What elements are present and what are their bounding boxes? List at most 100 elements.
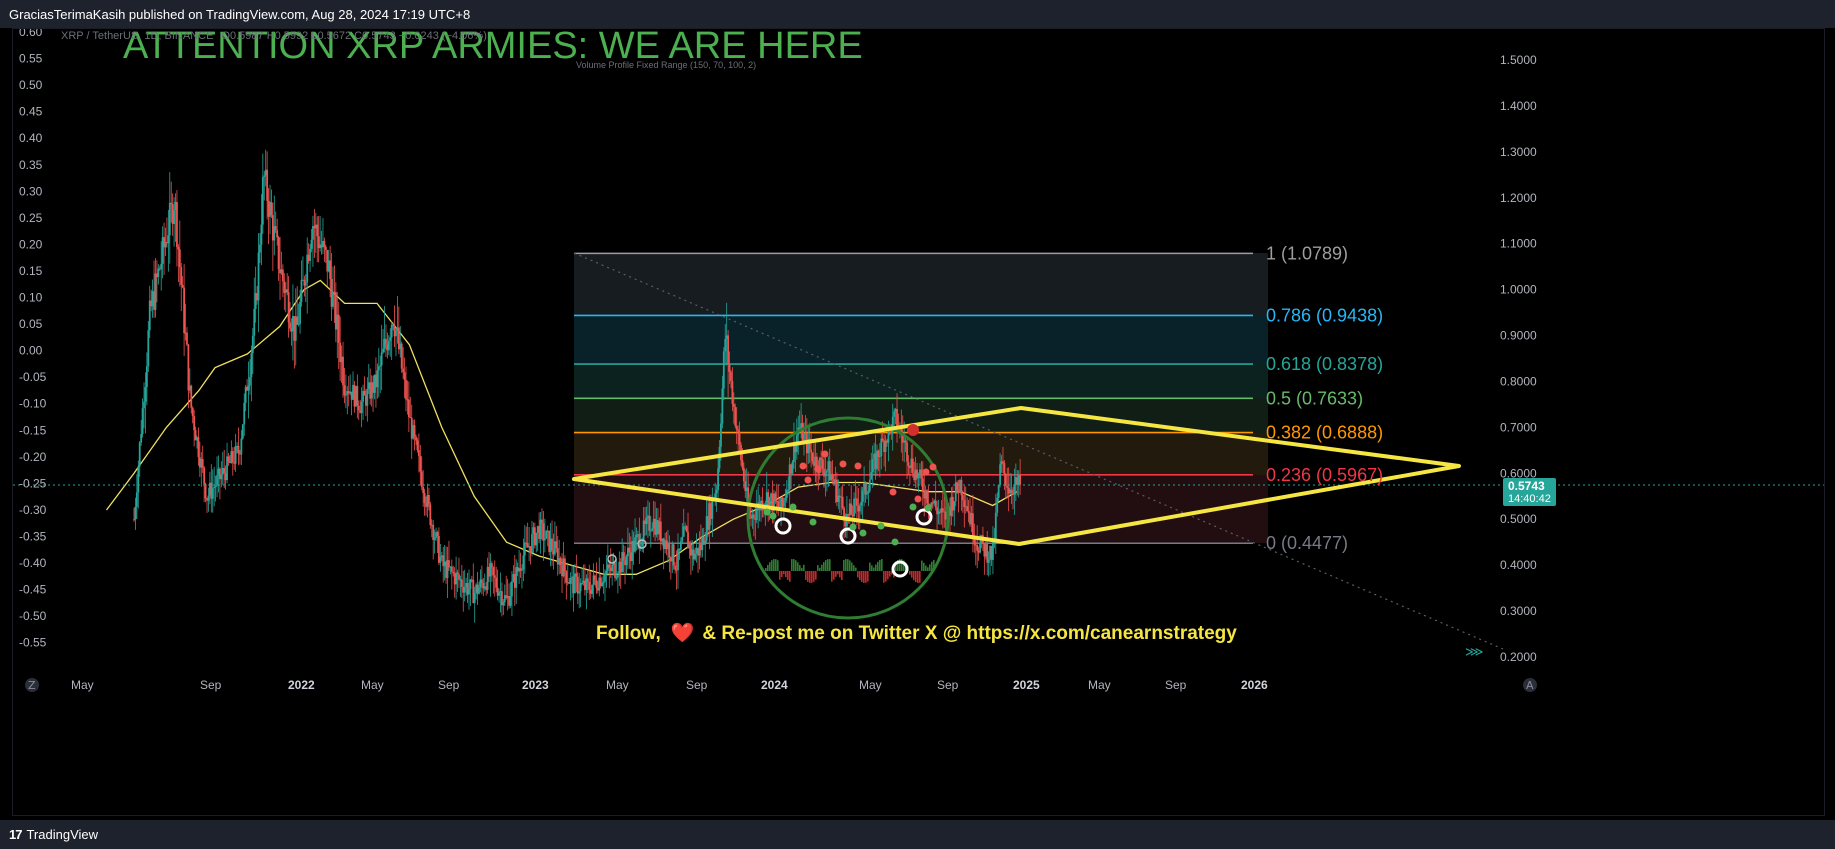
candle-body [337, 314, 340, 343]
time-axis-tick: 2022 [288, 678, 315, 692]
candle-body [231, 451, 234, 463]
time-axis-tick: Sep [686, 678, 708, 692]
candle-body [402, 368, 405, 373]
candle-body [304, 282, 307, 286]
right-axis-tick: 0.9000 [1500, 329, 1537, 343]
candle-body [184, 332, 187, 334]
left-axis-tick: 0.45 [19, 105, 43, 119]
time-axis-tick: Sep [200, 678, 222, 692]
candle-body [569, 577, 572, 584]
volume-bar [831, 571, 833, 582]
candle-body [485, 586, 488, 591]
candle-body [423, 493, 426, 503]
time-axis-tick: 2026 [1241, 678, 1268, 692]
candle-body [194, 430, 197, 441]
candle-body [854, 498, 857, 500]
white-marker [915, 508, 933, 526]
candle-body [213, 486, 216, 489]
chart-area[interactable]: 1 (1.0789) 0.786 (0.9438) 0.618 (0.8378) 0.… [12, 28, 1825, 816]
candle-body [277, 237, 280, 270]
left-axis-tick: 0.40 [19, 131, 43, 145]
candle-body [292, 316, 294, 332]
candle-body [933, 500, 936, 504]
candle-body [591, 584, 594, 594]
right-axis-tick: 0.2000 [1500, 650, 1537, 664]
right-axis-tick: 1.3000 [1500, 145, 1537, 159]
candle-body [512, 574, 515, 582]
candle-body [310, 239, 313, 249]
right-axis-tick: 0.8000 [1500, 374, 1537, 388]
candle-body [571, 576, 573, 578]
candle-body [909, 465, 911, 468]
candle-body [644, 520, 646, 524]
candle-body [834, 479, 837, 485]
candle-body [137, 466, 140, 493]
time-axis-tick: May [361, 678, 384, 692]
candle-body [881, 438, 884, 441]
candle-body [785, 489, 788, 499]
candle-body [625, 556, 628, 566]
auto-scale-left-button[interactable] [25, 678, 39, 692]
candle-body [687, 531, 689, 549]
volume-bar [895, 561, 897, 571]
candle-body [873, 453, 876, 460]
candle-body [954, 482, 957, 502]
time-axis-tick: May [1088, 678, 1111, 692]
candle-body [647, 515, 649, 518]
candle-body [893, 411, 896, 417]
candle-body [783, 500, 785, 507]
candle-body [501, 591, 503, 606]
volume-histogram [765, 559, 935, 583]
candle-body [754, 518, 757, 520]
candle-body [502, 602, 505, 606]
scroll-to-realtime-icon[interactable]: ⋙ [1465, 645, 1484, 660]
candle-body [618, 561, 621, 576]
auto-scale-right-button[interactable] [1523, 678, 1537, 692]
candle-body [742, 467, 745, 482]
candle-body [657, 520, 659, 535]
candle-body [323, 240, 326, 247]
candle-body [904, 440, 907, 443]
candle-body [887, 425, 890, 443]
candle-body [236, 445, 238, 447]
candle-body [835, 479, 838, 502]
candle-body [353, 384, 356, 407]
candle-body [342, 356, 344, 386]
volume-bar [923, 562, 925, 571]
sell-signal-dot [821, 450, 829, 458]
candle-body [412, 425, 415, 439]
candle-body [319, 244, 322, 249]
candle-body [596, 587, 599, 591]
candle-body [234, 446, 237, 464]
candle-body [257, 252, 260, 301]
candle-body [803, 434, 805, 444]
candle-body [392, 324, 395, 326]
volume-bar [777, 560, 779, 571]
candle-body [227, 456, 230, 462]
candle-body [579, 583, 582, 592]
volume-bar [883, 571, 885, 583]
candle-body [720, 423, 722, 447]
candle-body [407, 399, 410, 418]
candle-body [626, 547, 629, 557]
candle-body [576, 576, 579, 594]
candle-body [532, 527, 535, 535]
volume-bar [861, 571, 863, 582]
tradingview-brand[interactable]: 17 TradingView [9, 827, 98, 842]
candle-body [724, 338, 727, 352]
candle-body [180, 267, 183, 285]
candle-body [598, 577, 601, 591]
right-axis-tick: 0.3000 [1500, 604, 1537, 618]
candle-body [174, 202, 177, 211]
candle-body [967, 511, 970, 513]
candle-body [157, 268, 160, 278]
candle-body [878, 455, 881, 457]
candle-body [450, 566, 453, 572]
left-axis-tick: -0.50 [19, 609, 47, 623]
volume-bar [825, 560, 827, 571]
chart-svg[interactable]: 1 (1.0789) 0.786 (0.9438) 0.618 (0.8378) 0.… [13, 29, 1824, 815]
volume-bar [851, 562, 853, 571]
candle-body [173, 210, 175, 224]
candle-body [186, 332, 188, 345]
candle-body [632, 541, 635, 552]
